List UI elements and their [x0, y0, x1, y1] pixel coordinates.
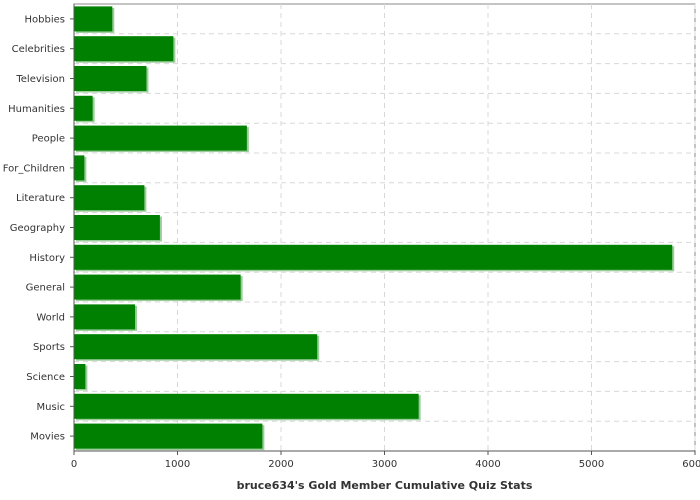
bar [74, 155, 85, 181]
y-tick-label: Humanities [8, 104, 65, 115]
x-axis-title: bruce634's Gold Member Cumulative Quiz S… [237, 479, 533, 492]
bar [74, 274, 241, 300]
bar [74, 334, 318, 360]
y-tick-label: Geography [10, 223, 65, 234]
y-tick-label: Sports [33, 342, 65, 353]
x-tick-label: 4000 [475, 459, 500, 470]
bar [74, 423, 263, 449]
x-tick-label: 2000 [268, 459, 293, 470]
x-tick-label: 1000 [165, 459, 190, 470]
bar [74, 363, 86, 390]
bar [74, 36, 174, 62]
y-tick-label: History [29, 253, 65, 264]
bar [74, 304, 136, 330]
y-tick-label: Celebrities [12, 44, 65, 55]
bar [74, 125, 247, 151]
y-tick-label: Hobbies [25, 14, 65, 25]
bar [74, 393, 419, 419]
bar [74, 185, 145, 211]
grid-lines [74, 4, 696, 451]
axes: Hobbies Celebrities Television Humanities Pe… [3, 4, 700, 470]
y-tick-label: Television [15, 74, 65, 85]
y-tick-label: People [32, 134, 65, 145]
x-tick-label: 6000 [682, 459, 700, 470]
y-tick-label: For_Children [3, 163, 65, 174]
x-tick-label: 3000 [372, 459, 397, 470]
y-tick-label: Literature [16, 193, 65, 204]
bar [74, 65, 147, 92]
bar [74, 95, 93, 121]
bar [74, 6, 113, 32]
y-tick-label: General [26, 283, 65, 294]
y-tick-label: World [36, 312, 65, 323]
x-tick-label: 5000 [579, 459, 604, 470]
bars [74, 6, 675, 451]
x-tick-label: 0 [71, 459, 77, 470]
bar [74, 214, 160, 241]
y-tick-label: Music [37, 402, 65, 413]
y-tick-label: Science [26, 372, 65, 383]
bar [74, 244, 673, 270]
y-tick-label: Movies [30, 432, 65, 443]
